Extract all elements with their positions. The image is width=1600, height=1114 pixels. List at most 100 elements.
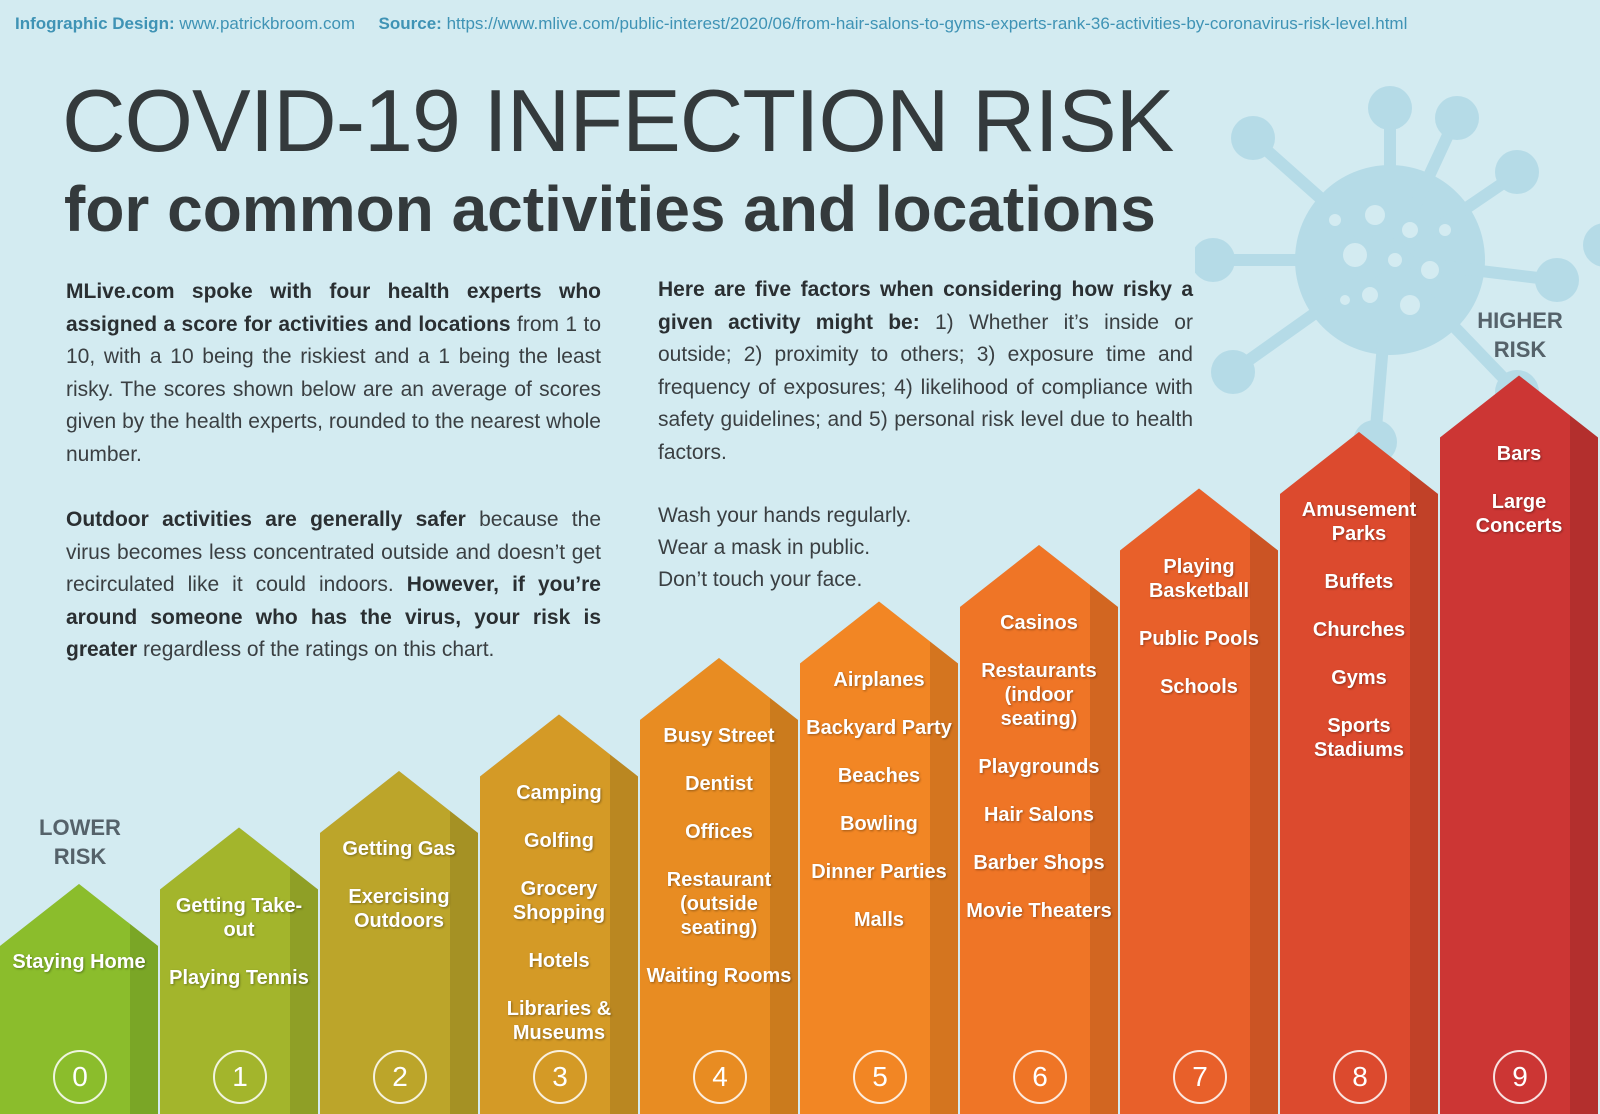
risk-column-2 (320, 771, 478, 1114)
risk-column-3 (480, 714, 638, 1114)
risk-column-shade (1250, 528, 1278, 1114)
score-circle-0: 0 (53, 1050, 107, 1104)
warning-body-text: regardless of the ratings on this chart. (137, 638, 495, 661)
source-url[interactable]: https://www.mlive.com/public-interest/20… (446, 14, 1408, 33)
risk-column-7 (1120, 488, 1278, 1114)
intro-body-text: from 1 to 10, with a 10 being the riskie… (66, 312, 602, 466)
activity-label: Golfing (524, 829, 594, 852)
activity-list-0: Staying Home (6, 950, 152, 998)
risk-column-4 (640, 658, 798, 1114)
risk-column-5 (800, 601, 958, 1114)
intro-paragraph-experts: MLive.com spoke with four health experts… (66, 276, 601, 471)
virus-icon (1195, 86, 1600, 464)
outdoor-body-text: because the virus becomes less concentra… (66, 508, 602, 596)
activity-list-9: Bars Large Concerts (1446, 442, 1592, 562)
score-circle-6: 6 (1013, 1050, 1067, 1104)
risk-column-6 (960, 545, 1118, 1114)
activity-list-6: Casinos Restaurants (indoor seating) Playg… (966, 611, 1112, 947)
factors-paragraph: Here are five factors when considering h… (658, 274, 1193, 469)
activity-label: Sports Stadiums (1313, 715, 1405, 761)
risk-column-shade (930, 641, 958, 1114)
activity-label: Movie Theaters (966, 900, 1112, 922)
activity-list-2: Getting Gas Exercising Outdoors (326, 837, 472, 957)
page-subtitle: for common activities and locations (64, 173, 1156, 245)
activity-list-5: Airplanes Backyard Party Beaches Bowling Din… (806, 668, 952, 956)
score-circle-3: 3 (533, 1050, 587, 1104)
activity-label: Offices (685, 821, 753, 843)
activity-label: Large Concerts (1475, 490, 1563, 537)
activity-list-8: Amusement Parks Buffets Churches Gyms Sports… (1286, 498, 1432, 786)
risk-column-shade (770, 698, 798, 1114)
lower-risk-label: LOWER RISK (39, 815, 121, 869)
risk-column-shade (450, 811, 478, 1114)
factors-body-text: 1) Whether it’s inside or outside; 2) pr… (658, 310, 1193, 464)
risk-column-0 (0, 884, 158, 1114)
activity-label: Staying Home (12, 951, 146, 973)
activity-label: Restaurants (indoor seating) (981, 660, 1097, 730)
activity-label: Camping (516, 781, 602, 804)
activity-label: Churches (1312, 619, 1406, 641)
risk-column-shade (1410, 472, 1438, 1114)
activity-label: Buffets (1324, 571, 1394, 593)
warning-bold-text: However, if you’re around someone who ha… (66, 573, 601, 661)
risk-column-shade (130, 924, 158, 1114)
activity-label: Busy Street (663, 725, 775, 747)
score-circle-1: 1 (213, 1050, 267, 1104)
activity-label: Bars (1496, 442, 1542, 465)
activity-label: Public Pools (1138, 627, 1260, 650)
intro-bold-text: MLive.com spoke with four health experts… (66, 280, 601, 336)
intro-paragraph-outdoor: Outdoor activities are generally safer b… (66, 504, 601, 667)
activity-label: Hair Salons (983, 804, 1095, 826)
activity-label: Dinner Parties (811, 860, 947, 883)
factors-bold-text: Here are five factors when considering h… (658, 278, 1193, 334)
credits-line: Infographic Design: www.patrickbroom.com… (15, 14, 1595, 34)
activity-label: Grocery Shopping (512, 877, 606, 924)
activity-label: Malls (853, 908, 905, 931)
activity-list-7: Playing Basketball Public Pools Schools (1126, 555, 1272, 723)
activity-label: Backyard Party (806, 716, 952, 739)
activity-list-1: Getting Take-out Playing Tennis (166, 894, 312, 1014)
activity-label: Waiting Rooms (646, 965, 792, 987)
outdoor-bold-text: Outdoor activities are generally safer (66, 508, 466, 531)
activity-label: Hotels (528, 949, 590, 972)
activity-label: Getting Gas (342, 838, 456, 860)
risk-column-1 (160, 827, 318, 1114)
score-circle-8: 8 (1333, 1050, 1387, 1104)
risk-column-8 (1280, 432, 1438, 1114)
activity-label: Beaches (837, 764, 921, 787)
score-circle-9: 9 (1493, 1050, 1547, 1104)
activity-label: Restaurant (outside seating) (666, 869, 772, 939)
page-title: COVID-19 INFECTION RISK (62, 71, 1174, 170)
higher-risk-label: HIGHER RISK (1477, 308, 1563, 362)
activity-label: Barber Shops (973, 852, 1105, 874)
activity-label: Airplanes (833, 668, 925, 691)
activity-list-3: Camping Golfing Grocery Shopping Hotels Libr… (486, 781, 632, 1069)
activity-label: Dentist (685, 773, 753, 795)
score-circle-2: 2 (373, 1050, 427, 1104)
activity-list-4: Busy Street Dentist Offices Restaurant (out… (646, 724, 792, 1012)
activity-label: Playing Tennis (169, 966, 309, 989)
activity-label: Bowling (840, 812, 918, 835)
tip-wear-mask: Wear a mask in public. (658, 536, 871, 559)
tip-dont-touch-face: Don’t touch your face. (658, 568, 863, 591)
activity-label: Libraries & Museums (506, 997, 612, 1044)
source-label: Source: (378, 14, 442, 33)
activity-label: Casinos (1000, 612, 1078, 634)
score-circle-4: 4 (693, 1050, 747, 1104)
tips-list: Wash your hands regularly. Wear a mask i… (658, 500, 911, 596)
risk-column-shade (1570, 415, 1598, 1114)
design-label: Infographic Design: (15, 14, 175, 33)
activity-label: Getting Take-out (175, 894, 303, 941)
activity-label: Amusement Parks (1301, 499, 1417, 545)
score-circle-5: 5 (853, 1050, 907, 1104)
activity-label: Schools (1160, 675, 1238, 698)
design-url[interactable]: www.patrickbroom.com (179, 14, 356, 33)
activity-label: Gyms (1331, 667, 1387, 689)
activity-label: Playing Basketball (1148, 555, 1250, 602)
score-circle-7: 7 (1173, 1050, 1227, 1104)
activity-label: Playgrounds (978, 756, 1100, 778)
risk-column-shade (1090, 585, 1118, 1114)
tip-wash-hands: Wash your hands regularly. (658, 504, 912, 527)
risk-column-shade (610, 754, 638, 1114)
